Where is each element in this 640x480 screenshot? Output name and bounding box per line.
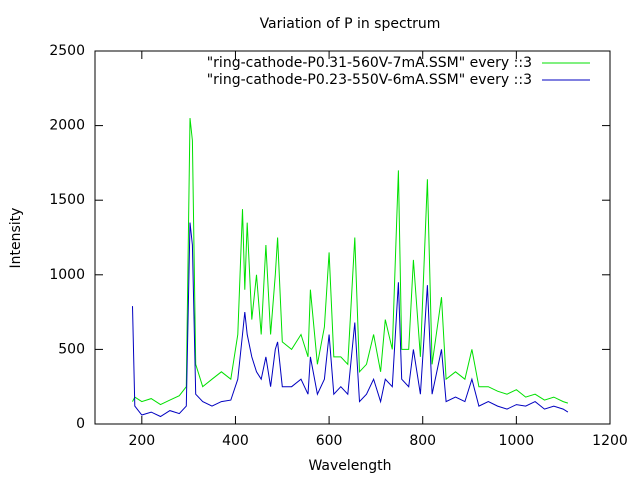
y-tick-label: 1000 — [49, 267, 85, 283]
x-tick-label: 800 — [409, 433, 436, 449]
y-tick-label: 500 — [58, 341, 85, 357]
x-tick-label: 1200 — [592, 433, 628, 449]
legend-label: "ring-cathode-P0.23-550V-6mA.SSM" every … — [207, 72, 532, 88]
y-tick-label: 2000 — [49, 118, 85, 134]
legend-label: "ring-cathode-P0.31-560V-7mA.SSM" every … — [207, 55, 532, 71]
plot-frame — [94, 50, 611, 425]
x-tick-label: 200 — [128, 433, 155, 449]
x-tick-label: 400 — [222, 433, 249, 449]
y-axis-label: Intensity — [8, 208, 24, 269]
series-line — [132, 222, 569, 418]
chart-title: Variation of P in spectrum — [260, 16, 441, 32]
y-tick-label: 1500 — [49, 192, 85, 208]
x-axis-label: Wavelength — [308, 458, 391, 474]
series-line — [132, 118, 569, 406]
x-tick-label: 1000 — [499, 433, 535, 449]
y-tick-label: 0 — [76, 416, 85, 432]
y-tick-label: 2500 — [49, 43, 85, 59]
x-tick-label: 600 — [316, 433, 343, 449]
